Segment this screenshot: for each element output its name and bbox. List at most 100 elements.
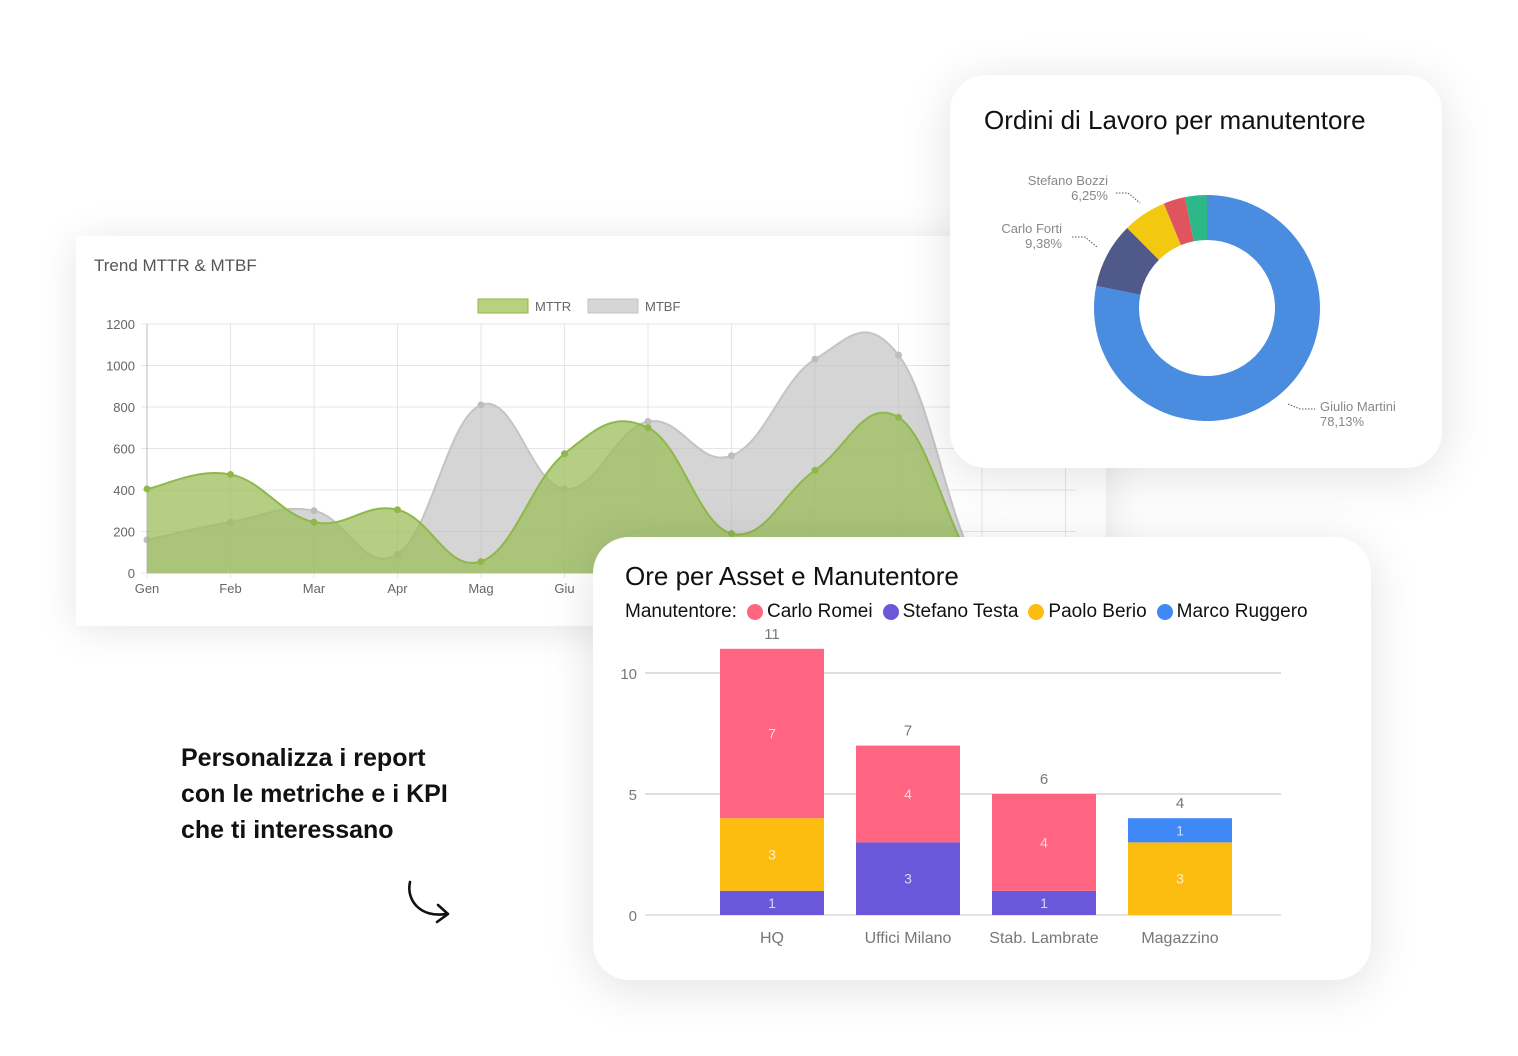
y-tick-label: 800 xyxy=(113,400,135,415)
label-leader-line xyxy=(1116,192,1141,204)
segment-value-label: 1 xyxy=(1176,822,1184,838)
segment-value-label: 3 xyxy=(1176,871,1184,887)
donut-slice xyxy=(1163,197,1194,246)
data-point xyxy=(728,530,735,538)
bar-segment xyxy=(992,890,1096,915)
data-point xyxy=(811,466,819,474)
promo-text: Personalizza i report con le metriche e … xyxy=(181,740,448,848)
legend-dot xyxy=(1028,604,1045,620)
bar-total-label: 7 xyxy=(904,723,912,740)
promo-line: che ti interessano xyxy=(181,816,394,844)
legend-text: Stefano Testa xyxy=(902,601,1019,622)
trend-title: Trend MTTR & MTBF xyxy=(94,256,257,275)
promo-line: con le metriche e i KPI xyxy=(181,780,448,808)
legend-item: Paolo Berio xyxy=(1028,601,1147,623)
curved-arrow-icon xyxy=(408,880,450,924)
data-point xyxy=(310,507,318,515)
slice-value-label: 6,25% xyxy=(1071,188,1108,203)
legend-item: Marco Ruggero xyxy=(1156,601,1308,623)
legend-label: MTBF xyxy=(645,299,680,314)
x-tick-label: Mar xyxy=(303,581,326,596)
bar-total-label: 4 xyxy=(1176,795,1184,812)
data-point xyxy=(644,418,652,426)
legend-text: Marco Ruggero xyxy=(1176,601,1308,622)
data-point xyxy=(644,424,652,432)
bar-segment xyxy=(856,745,960,843)
y-tick-label: 400 xyxy=(113,483,135,498)
legend-text: Paolo Berio xyxy=(1048,601,1147,622)
x-tick-label: Giu xyxy=(554,581,574,596)
bar-segment xyxy=(992,794,1096,891)
bar-segment xyxy=(720,818,824,891)
bars-card: Ore per Asset e Manutentore Manutentore:… xyxy=(593,537,1371,980)
legend-dot xyxy=(882,604,899,620)
slice-value-label: 78,13% xyxy=(1320,414,1365,429)
data-point xyxy=(811,355,819,363)
data-point xyxy=(394,506,401,514)
slice-label: Stefano Bozzi xyxy=(1028,173,1108,188)
data-point xyxy=(477,401,485,409)
x-tick-label: Apr xyxy=(387,581,408,596)
x-tick-label: Stab. Lambrate xyxy=(989,930,1099,947)
slice-label: Giulio Martini xyxy=(1320,399,1396,414)
segment-value-label: 3 xyxy=(768,847,776,863)
bars-chart: 0 5 10 1 3 7 11 HQ 3 4 7 Uffici Milano 1 4 6 Stab. Lamb… xyxy=(620,626,1281,947)
bar-segment xyxy=(1128,818,1232,843)
bar-segment xyxy=(856,842,960,915)
y-tick-label: 5 xyxy=(629,787,637,804)
legend-item: Carlo Romei xyxy=(746,601,873,623)
bars-title: Ore per Asset e Manutentore xyxy=(625,561,959,591)
y-tick-label: 0 xyxy=(629,908,637,925)
label-leader-line xyxy=(1287,403,1315,410)
donut-slice xyxy=(1127,203,1182,260)
segment-value-label: 7 xyxy=(768,726,776,742)
bar-total-label: 11 xyxy=(764,626,780,643)
legend-dot xyxy=(746,604,763,620)
segment-value-label: 1 xyxy=(768,895,776,911)
bar-total-label: 6 xyxy=(1040,771,1048,788)
promo-line: Personalizza i report xyxy=(181,744,426,772)
legend-text: Carlo Romei xyxy=(766,601,873,622)
legend-label: MTTR xyxy=(535,299,571,314)
y-tick-label: 1000 xyxy=(106,359,135,374)
legend-item: Stefano Testa xyxy=(882,601,1019,623)
legend-dot xyxy=(1156,604,1173,620)
segment-value-label: 3 xyxy=(904,871,912,887)
x-tick-label: Feb xyxy=(219,581,241,596)
bar-segment xyxy=(720,890,824,915)
bar-segment xyxy=(720,648,824,819)
segment-value-label: 4 xyxy=(904,786,912,802)
y-tick-label: 1200 xyxy=(106,317,135,332)
data-point xyxy=(310,518,318,526)
y-tick-label: 10 xyxy=(620,666,637,683)
label-leader-line xyxy=(1072,236,1098,248)
donut-slice xyxy=(1184,195,1207,242)
donut-title: Ordini di Lavoro per manutentore xyxy=(984,105,1366,135)
x-tick-label: Magazzino xyxy=(1141,930,1218,947)
segment-value-label: 4 xyxy=(1040,834,1048,850)
legend-swatch xyxy=(477,298,529,314)
data-point xyxy=(728,452,735,460)
legend-label: Manutentore: xyxy=(625,601,737,622)
bars-legend: Manutentore: Carlo Romei Stefano Testa P… xyxy=(625,601,1308,623)
data-point xyxy=(227,470,234,478)
slice-value-label: 9,38% xyxy=(1025,236,1062,251)
x-tick-label: Uffici Milano xyxy=(865,930,952,947)
x-tick-label: HQ xyxy=(760,930,784,947)
y-tick-label: 200 xyxy=(113,525,135,540)
x-tick-label: Mag xyxy=(468,581,493,596)
y-tick-label: 600 xyxy=(113,442,135,457)
data-point xyxy=(477,558,485,566)
donut-card: Ordini di Lavoro per manutentore Giulio … xyxy=(950,75,1442,468)
data-point xyxy=(895,413,902,421)
slice-label: Carlo Forti xyxy=(1001,221,1062,236)
bar-segment xyxy=(1128,842,1232,915)
x-tick-label: Gen xyxy=(135,581,160,596)
donut-slice xyxy=(1096,228,1159,295)
segment-value-label: 1 xyxy=(1040,895,1048,911)
y-tick-label: 0 xyxy=(128,566,135,581)
data-point xyxy=(143,485,151,493)
donut-slice xyxy=(1094,195,1320,421)
data-point xyxy=(895,351,902,359)
